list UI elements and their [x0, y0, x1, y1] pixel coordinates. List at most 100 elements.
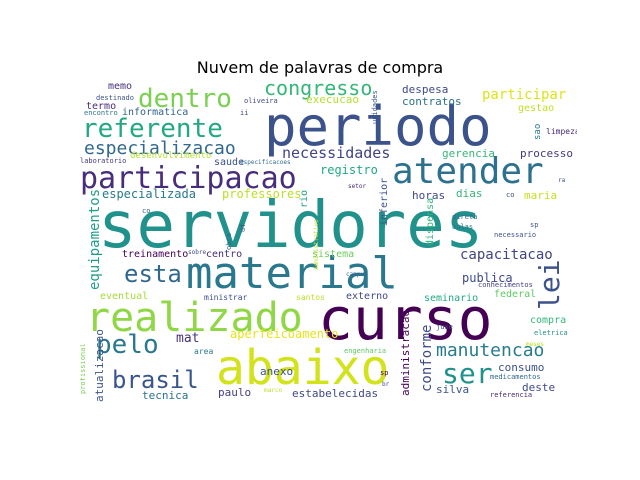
word-sao: sao: [533, 123, 543, 140]
word-contratos: contratos: [402, 95, 462, 108]
word-laboratorio: laboratorio: [80, 157, 127, 165]
word-termo: termo: [86, 101, 117, 112]
word-maria: maria: [524, 189, 558, 202]
word-ra: ra: [558, 177, 566, 184]
word-desenvolvimento: desenvolvimento: [130, 151, 212, 161]
word-congresso: congresso: [264, 82, 373, 100]
word-co: co: [506, 191, 515, 199]
word-atender: atender: [392, 151, 544, 192]
word-externo: externo: [346, 291, 389, 302]
word-consumo: consumo: [498, 361, 545, 374]
word-obra: obra: [225, 233, 233, 250]
word-br: br: [382, 381, 390, 388]
word-sobre: sobre: [188, 249, 207, 256]
word-oliveira: oliveira: [244, 97, 278, 105]
word-servidores: servidores: [98, 189, 484, 263]
word-santos: santos: [296, 293, 325, 302]
word-area: area: [194, 347, 214, 356]
word-dispensa: dispensa: [425, 197, 436, 246]
word-campus: campus: [346, 271, 368, 278]
word-especializacao: especializacao: [84, 138, 236, 159]
word-compra: compra: [530, 315, 567, 326]
word-especificacoes: especificacoes: [240, 159, 291, 166]
word-informatica: informatica: [122, 107, 189, 118]
word-aperfeicoamento: aperfeicoamento: [230, 327, 339, 341]
word-saude: saude: [214, 157, 245, 168]
word-gerencia: gerencia: [442, 147, 495, 160]
word-execucao: execucao: [306, 93, 359, 106]
word-despesa: despesa: [402, 83, 449, 96]
word-referencia: referencia: [490, 391, 533, 399]
word-dias: dias: [456, 187, 483, 200]
word-limpeza: limpeza: [546, 127, 577, 136]
word-conhecimentos: conhecimentos: [478, 281, 533, 289]
word-dentro: dentro: [138, 84, 232, 114]
word-encontro: encontro: [84, 109, 118, 117]
word-esta: esta: [124, 260, 182, 288]
word-processo: processo: [520, 147, 573, 160]
word-seminario: seminario: [424, 293, 479, 304]
word-cloud: servidores material periodo curso abaixo…: [80, 82, 577, 402]
word-participacao: participacao: [80, 161, 297, 196]
word-paulo: paulo: [218, 386, 252, 399]
word-silva: silva: [436, 383, 470, 396]
word-especializada: especializada: [102, 187, 196, 201]
word-equipamentos: equipamentos: [87, 188, 103, 290]
word-medicamentos: medicamentos: [490, 373, 541, 381]
word-co-small: co: [142, 207, 151, 215]
word-juse: juse: [436, 323, 453, 331]
word-eletrica: eletrica: [534, 329, 568, 337]
word-administracao: administracao: [399, 309, 412, 396]
word-aulas: aulas: [452, 223, 474, 231]
word-direta: direta: [452, 213, 478, 221]
word-centro: centro: [206, 249, 243, 260]
word-abaixo: abaixo: [216, 340, 390, 396]
word-manutencao: manutencao: [436, 340, 545, 361]
word-profissional: profissional: [80, 343, 87, 394]
word-ser: ser: [442, 357, 493, 390]
word-participar: participar: [482, 87, 567, 103]
word-capacitacao: capacitacao: [460, 247, 553, 263]
word-ii: ii: [240, 109, 249, 117]
word-realizado: realizado: [86, 295, 303, 341]
word-gestao: gestao: [518, 103, 555, 114]
word-inferior: inferior: [379, 177, 390, 226]
word-df: df: [239, 223, 247, 232]
word-sistema: sistema: [312, 249, 355, 260]
word-meses: meses: [526, 341, 545, 348]
word-estabelecidas: estabelecidas: [292, 387, 379, 400]
word-anexo: anexo: [260, 365, 294, 378]
word-lei: lei: [533, 259, 566, 310]
word-sp: sp: [380, 369, 389, 377]
word-necessidades: necessidades: [282, 144, 391, 162]
word-engenharia: engenharia: [344, 347, 387, 355]
word-mat: mat: [176, 331, 200, 346]
word-necessario: necessario: [494, 231, 537, 239]
word-treinamento: treinamento: [122, 249, 189, 260]
word-memo: memo: [108, 82, 133, 92]
word-publica: publica: [462, 271, 513, 285]
word-conforme: conforme: [419, 324, 435, 392]
word-brasil: brasil: [112, 366, 199, 394]
word-professores: professores: [222, 187, 302, 201]
chart-title: Nuvem de palavras de compra: [196, 58, 444, 77]
word-rio: rio: [299, 189, 310, 208]
word-ministrar: ministrar: [204, 293, 248, 302]
word-deste: deste: [522, 381, 556, 394]
word-setor: setor: [348, 183, 367, 190]
word-unidades: unidades: [371, 90, 379, 124]
word-material: material: [186, 248, 398, 299]
word-marco: marco: [264, 387, 283, 394]
word-tecnica: tecnica: [142, 389, 189, 402]
word-referente: referente: [82, 114, 223, 144]
word-horas: horas: [412, 189, 446, 202]
word-registro: registro: [320, 163, 378, 177]
word-curso: curso: [318, 285, 493, 353]
word-administrativo: administrativo: [313, 219, 320, 270]
word-federal: federal: [494, 289, 537, 300]
word-destinado: destinado: [96, 94, 134, 102]
word-sp-small: sp: [530, 221, 539, 229]
word-pelo: pelo: [96, 330, 159, 360]
word-eventual: eventual: [100, 291, 149, 302]
word-atualizacao: atualizacao: [93, 329, 106, 402]
